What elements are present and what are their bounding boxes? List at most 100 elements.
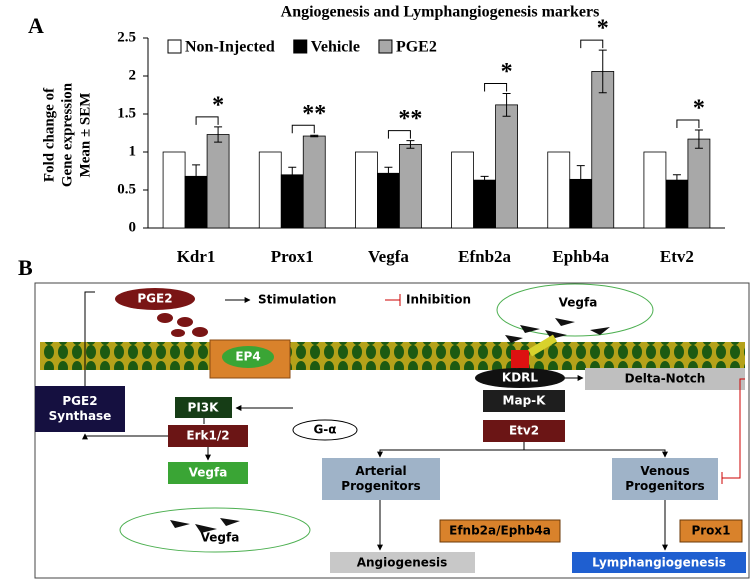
bar xyxy=(687,138,711,229)
node-shape xyxy=(679,519,743,543)
significance-label: * xyxy=(501,59,513,85)
bar xyxy=(643,151,667,229)
significance-label: ** xyxy=(302,101,326,127)
node-label: Lymphangiogenesis xyxy=(592,556,726,570)
x-tick-label: Etv2 xyxy=(660,247,694,266)
node-shape xyxy=(330,552,475,573)
node-label: Angiogenesis xyxy=(357,556,448,570)
membrane xyxy=(40,342,745,370)
error-bar xyxy=(502,92,511,117)
node-label: Vegfa xyxy=(559,296,598,310)
significance-label: * xyxy=(693,95,705,121)
error-bar xyxy=(288,166,297,183)
node-shape xyxy=(222,346,274,368)
error-bar xyxy=(192,164,201,189)
significance-label: * xyxy=(212,92,224,118)
node-label: Progenitors xyxy=(341,479,420,493)
ligands xyxy=(170,518,240,533)
x-tick-label: Kdr1 xyxy=(177,247,216,266)
y-tick-label: 0 xyxy=(129,219,137,235)
node-shape xyxy=(115,288,195,310)
error-bar xyxy=(576,165,585,194)
x-tick-label: Vegfa xyxy=(368,247,409,266)
node-shape xyxy=(585,368,745,390)
error-bar xyxy=(480,175,489,185)
node-shape xyxy=(168,462,248,484)
error-bar xyxy=(214,126,223,143)
significance-label: ** xyxy=(398,106,422,132)
node-shape xyxy=(119,507,311,553)
node-label: Prox1 xyxy=(691,524,730,538)
bar xyxy=(495,104,518,229)
x-tick-label: Prox1 xyxy=(271,247,314,266)
node-shape xyxy=(612,458,718,500)
node-shape xyxy=(483,420,565,442)
node-label: Synthase xyxy=(49,409,112,423)
bar xyxy=(302,135,326,229)
node-label: Arterial xyxy=(355,464,406,478)
node-label: Erk1/2 xyxy=(186,429,229,443)
node-shape xyxy=(475,368,565,388)
node-label: G-α xyxy=(313,423,336,437)
node-label: PGE2 xyxy=(62,394,97,408)
node-shape xyxy=(168,425,248,447)
node-label: Venous xyxy=(640,464,689,478)
legend-label: Non-Injected xyxy=(185,39,275,56)
receptor xyxy=(527,334,558,357)
connector xyxy=(524,449,668,458)
node-shape xyxy=(439,519,561,543)
legend-swatch xyxy=(167,39,182,54)
significance-bracket xyxy=(387,130,411,139)
legend-swatch xyxy=(293,39,308,54)
significance-bracket xyxy=(195,116,219,125)
node-label: KDRL xyxy=(502,371,539,385)
diagram: Stimulation Inhibition PGE2 Vegfa EP4 KDRL D… xyxy=(34,282,750,579)
legend-text: Inhibition xyxy=(406,293,471,307)
error-bar xyxy=(384,166,393,180)
y-axis-label: Gene expression xyxy=(59,82,75,187)
node-shape xyxy=(175,397,232,418)
panel-label: B xyxy=(18,255,33,280)
diagram-frame xyxy=(34,282,750,579)
error-bar xyxy=(672,174,681,186)
connector xyxy=(82,433,168,440)
y-tick-label: 2.5 xyxy=(117,29,136,45)
y-tick-label: 1 xyxy=(129,143,137,159)
bar xyxy=(547,151,571,229)
node-shape xyxy=(496,283,654,337)
bar xyxy=(473,179,496,229)
bar-chart: 0 0.5 1 1.5 2 2.5 Fold change of Gene expressio… xyxy=(41,16,725,266)
node-label: EP4 xyxy=(235,350,260,364)
inhibit-connector xyxy=(722,378,745,479)
node-shape xyxy=(35,386,125,432)
node-label: Progenitors xyxy=(625,479,704,493)
bar xyxy=(355,151,378,229)
x-tick-label: Ephb4a xyxy=(552,247,609,266)
error-bar xyxy=(694,129,703,149)
connector xyxy=(84,291,95,386)
significance-bracket xyxy=(484,82,508,92)
bar xyxy=(665,179,689,229)
chart-title: Angiogenesis and Lymphangiogenesis marke… xyxy=(281,4,600,21)
bar xyxy=(451,151,474,229)
node-shape xyxy=(292,419,358,441)
node-label: Map-K xyxy=(503,394,547,408)
error-bar xyxy=(310,134,319,138)
receptor xyxy=(511,350,529,368)
node-label: Etv2 xyxy=(509,424,539,438)
bar xyxy=(162,151,186,229)
node-label: Delta-Notch xyxy=(625,372,706,386)
legend-text: Stimulation xyxy=(258,293,336,307)
legend-swatch xyxy=(378,39,393,54)
bar xyxy=(206,134,230,229)
node-label: Vegfa xyxy=(201,531,240,545)
node-label: PGE2 xyxy=(137,292,172,306)
significance-bracket xyxy=(676,119,700,128)
node-shape xyxy=(322,458,440,500)
bar xyxy=(258,151,282,229)
legend-label: PGE2 xyxy=(396,39,437,56)
x-tick-label: Efnb2a xyxy=(458,247,511,266)
y-axis-label: Mean ± SEM xyxy=(77,93,93,178)
